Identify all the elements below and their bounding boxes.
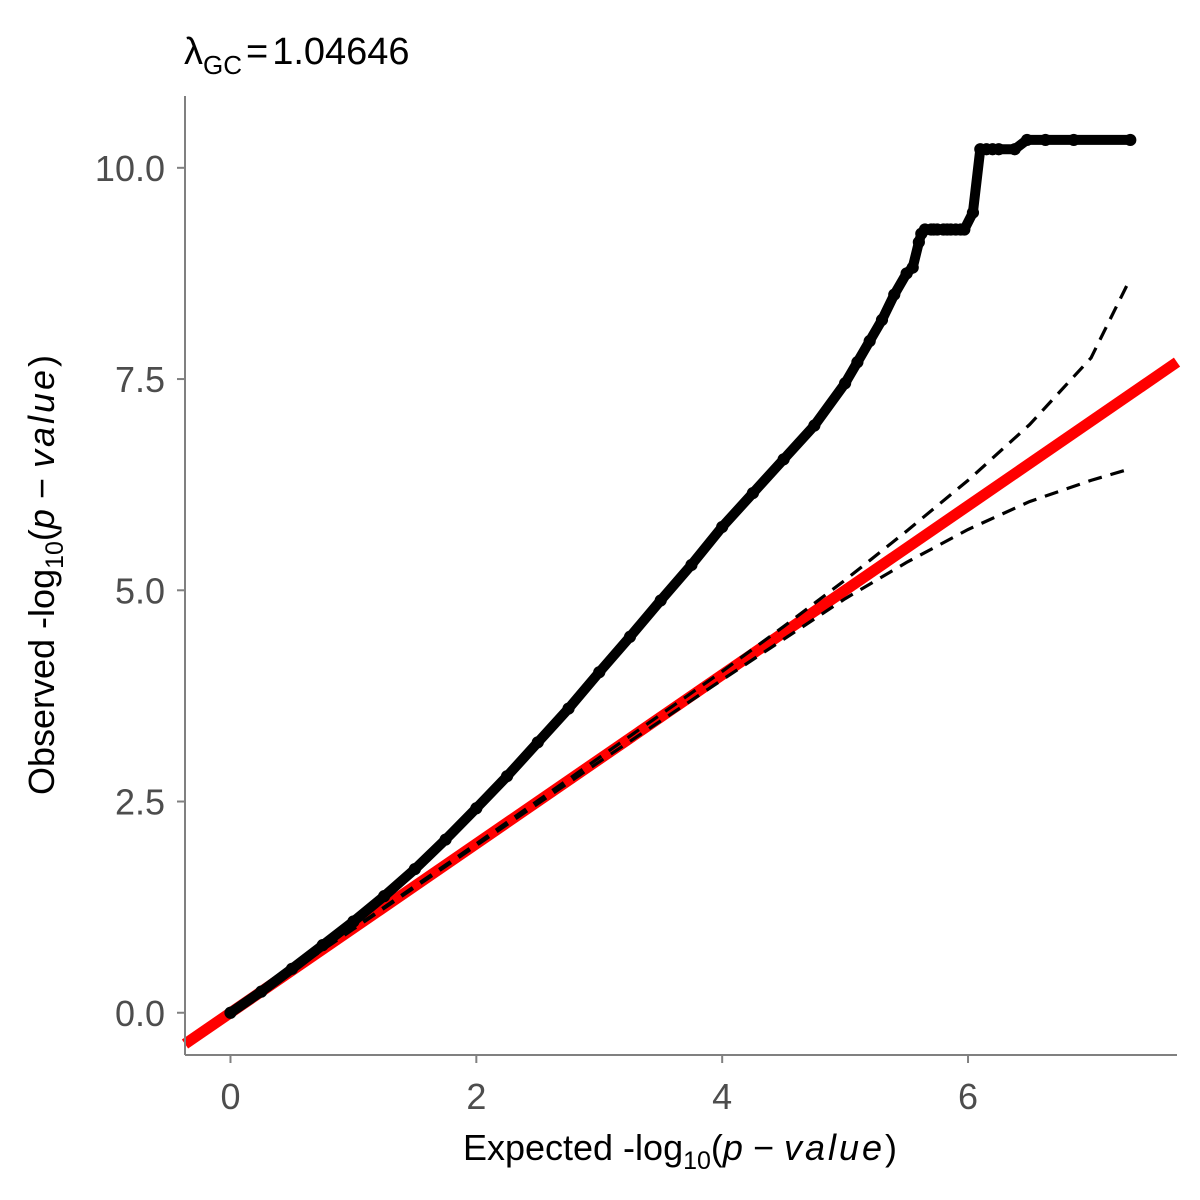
y-axis-ticks: 0.0 2.5 5.0 7.5 10.0 (95, 148, 185, 1034)
lambda-subscript: GC (203, 50, 242, 80)
points-dense-band (225, 134, 1136, 1018)
confidence-band-layer (229, 282, 1130, 1015)
y-tick-label: 5.0 (115, 570, 165, 611)
x-tick-label: 2 (466, 1076, 486, 1117)
x-tick-label: 0 (220, 1076, 240, 1117)
lambda-symbol: λ (184, 31, 203, 73)
ci-upper-line (229, 282, 1130, 1015)
x-tick-label: 6 (958, 1076, 978, 1117)
y-tick-label: 7.5 (115, 359, 165, 400)
y-axis-title: Observed -log10(p − value) (21, 355, 69, 795)
ci-lower-line (229, 467, 1129, 1015)
x-axis-ticks: 0 2 4 6 (220, 1055, 978, 1117)
y-tick-label: 10.0 (95, 148, 165, 189)
y-tick-label: 0.0 (115, 993, 165, 1034)
title-equals: = (246, 31, 268, 73)
points-layer (224, 133, 1137, 1019)
y-tick-label: 2.5 (115, 782, 165, 823)
x-axis-title: Expected -log10(p − value) (463, 1127, 897, 1175)
lambda-value: 1.04646 (272, 31, 409, 73)
chart-title: λGC = 1.04646 (184, 31, 410, 80)
x-tick-label: 4 (712, 1076, 732, 1117)
